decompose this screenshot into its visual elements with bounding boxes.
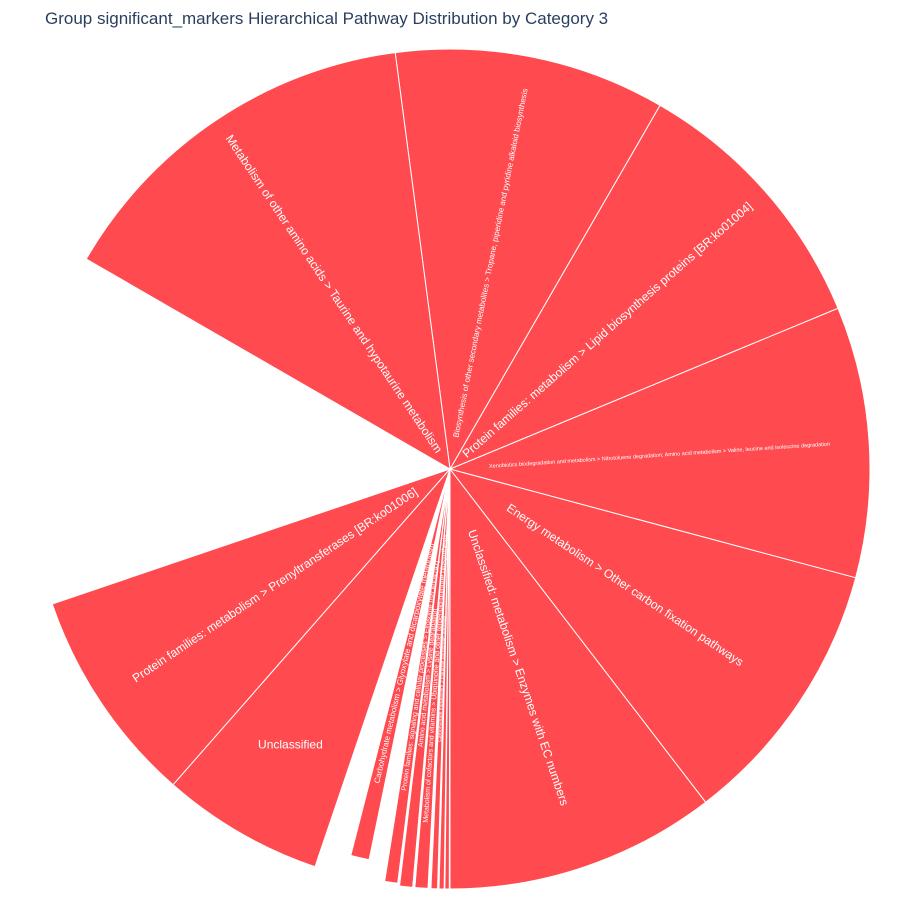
slice-13[interactable] (430, 468, 451, 890)
chart-slices (51, 48, 871, 890)
slice-4[interactable] (448, 104, 839, 471)
slice-5[interactable] (394, 48, 661, 471)
slice-label-13: Carbohydrate metabolism > Pentose phosph… (437, 615, 448, 742)
slice-15[interactable] (444, 468, 451, 890)
slice-14[interactable] (438, 468, 451, 890)
slice-label-8: Unclassified (258, 738, 323, 752)
slice-7[interactable] (51, 467, 452, 786)
slice-8[interactable] (172, 468, 451, 868)
slice-11[interactable] (398, 468, 451, 888)
slice-6[interactable] (85, 52, 451, 470)
chart-title: Group significant_markers Hierarchical P… (45, 9, 609, 28)
slice-9[interactable] (350, 468, 451, 861)
slice-2[interactable] (448, 468, 857, 803)
slice-1[interactable] (449, 467, 707, 890)
slice-3[interactable] (448, 307, 871, 579)
slice-12[interactable] (414, 468, 451, 889)
slice-10[interactable] (384, 468, 451, 884)
